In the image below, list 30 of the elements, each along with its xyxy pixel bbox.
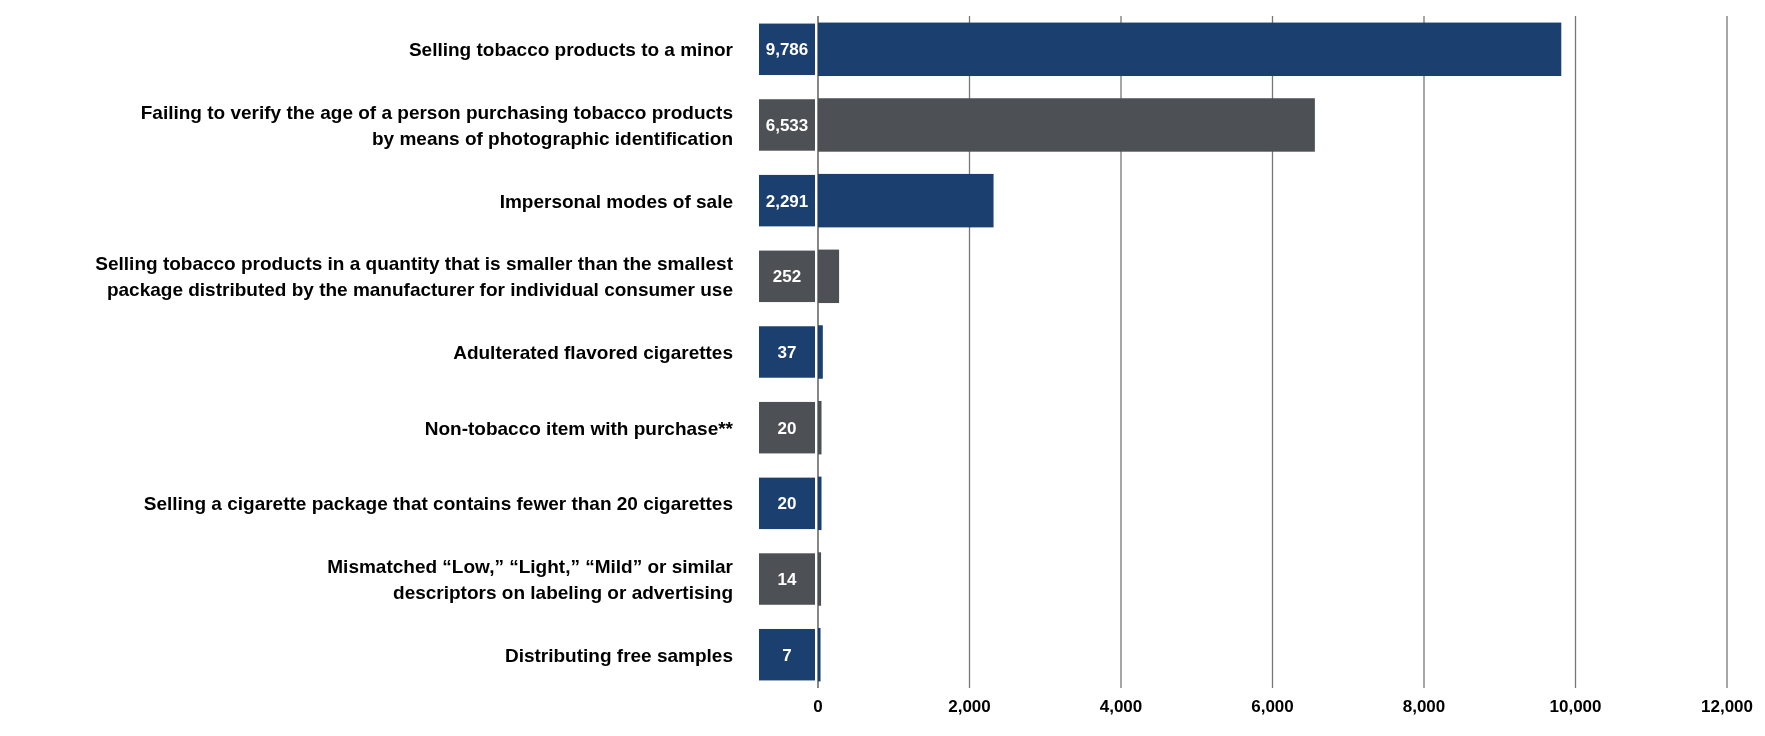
data-label: 20 <box>777 494 797 514</box>
data-label: 252 <box>772 267 802 287</box>
data-label: 9,786 <box>765 40 809 60</box>
data-label: 14 <box>777 570 797 590</box>
x-tick-label: 8,000 <box>1402 697 1446 716</box>
y-tick-label: Selling tobacco products in a quantity that is smaller than the smallest package distributed by the manufacturer for individual consumer use <box>95 253 734 301</box>
bar <box>818 325 823 379</box>
x-tick-label: 2,000 <box>948 697 991 716</box>
x-tick-label: 12,000 <box>1701 697 1753 716</box>
y-tick-label: Adulterated flavored cigarettes <box>453 342 733 363</box>
data-label: 37 <box>777 343 797 362</box>
x-tick-label: 10,000 <box>1549 697 1602 716</box>
x-tick-label: 0 <box>813 697 823 716</box>
x-tick-label: 6,000 <box>1251 697 1294 716</box>
data-label: 7 <box>782 645 792 665</box>
bar <box>818 173 994 228</box>
y-tick-label: Failing to verify the age of a person purchasing tobacco products by means of photographic identification <box>140 101 733 149</box>
data-label: 6,533 <box>765 115 809 135</box>
y-tick-label: Distributing free samples <box>504 644 733 666</box>
data-label: 2,291 <box>765 191 809 211</box>
bar <box>818 249 840 304</box>
bar <box>818 22 1562 77</box>
y-tick-label: Impersonal modes of sale <box>499 190 733 212</box>
y-tick-label: Selling tobacco products to a minor <box>408 39 734 61</box>
x-tick-label: 4,000 <box>1099 697 1143 716</box>
data-label: 20 <box>777 418 797 438</box>
y-tick-label: Mismatched “Low,” “Light,” “Mild” or similar descriptors on labeling or advertising <box>327 556 734 604</box>
bar <box>818 98 1315 152</box>
y-tick-label: Non-tobacco item with purchase** <box>424 417 734 439</box>
y-tick-label: Selling a cigarette package that contains fewer than 20 cigarettes <box>143 493 733 515</box>
